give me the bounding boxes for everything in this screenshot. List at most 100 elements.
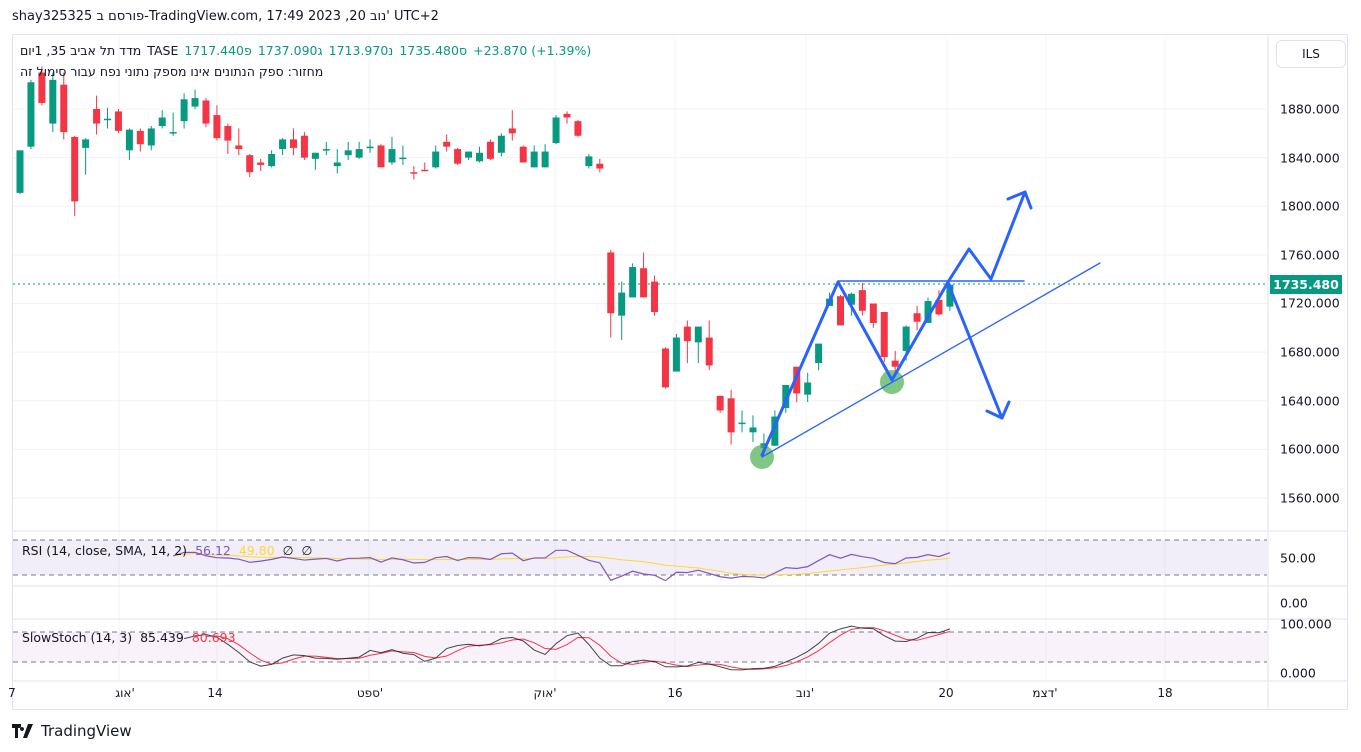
rsi-legend[interactable]: RSI (14, close, SMA, 14, 2) 56.12 49.80 … xyxy=(22,543,312,558)
candle-up xyxy=(344,141,352,161)
candle-down xyxy=(574,119,582,137)
grid xyxy=(13,35,1268,681)
candle-up xyxy=(191,89,199,109)
candle-body xyxy=(913,313,921,322)
candle-body xyxy=(399,157,407,160)
candle-up xyxy=(311,152,319,170)
candle-up xyxy=(694,326,702,364)
candle-up xyxy=(322,141,330,156)
candle-body xyxy=(661,348,669,388)
candle-body xyxy=(465,151,473,158)
candle-down xyxy=(454,147,462,165)
candle-down xyxy=(519,145,527,163)
tradingview-logo: TradingView xyxy=(12,722,132,740)
arrow-up-head xyxy=(1006,190,1033,210)
candle-body xyxy=(136,130,144,145)
candle-up xyxy=(497,133,505,157)
arrow-down-head xyxy=(985,400,1011,420)
stoch-legend[interactable]: SlowStoch (14, 3) 85.439 80.693 xyxy=(22,630,236,645)
candle-up xyxy=(27,79,35,150)
candle-body xyxy=(71,136,79,202)
price-label: 1840.000 xyxy=(1280,150,1340,166)
symbol-name[interactable]: מדד תל אביב 35, 1יום xyxy=(20,43,142,58)
candle-up xyxy=(333,149,341,174)
candle-down xyxy=(563,111,571,124)
candle-down xyxy=(377,144,385,168)
chart-frame xyxy=(12,34,1348,710)
candle-up xyxy=(125,128,133,161)
candle-body xyxy=(268,153,276,167)
candle-body xyxy=(935,299,943,315)
candle-body xyxy=(191,98,199,107)
candle-body xyxy=(629,267,637,298)
time-label: אוג' xyxy=(115,686,135,700)
stoch-title: SlowStoch (14, 3) xyxy=(22,630,133,645)
candle-body xyxy=(716,395,724,411)
price-label: 1640.000 xyxy=(1280,393,1340,409)
price-label: 1880.000 xyxy=(1280,101,1340,117)
candle-body xyxy=(443,141,451,147)
candle-body xyxy=(585,156,593,167)
rsi-empty-value: ∅ xyxy=(301,543,313,558)
candle-body xyxy=(257,162,265,165)
candle-body xyxy=(224,126,232,141)
candle-up xyxy=(530,145,538,168)
candle-down xyxy=(727,389,735,445)
candle-up xyxy=(388,136,396,165)
stoch-k-value: 85.439 xyxy=(140,630,184,645)
candle-down xyxy=(716,395,724,413)
zigzag-path xyxy=(760,190,1027,457)
candle-body xyxy=(366,146,374,149)
candle-up xyxy=(465,151,473,161)
candle-body xyxy=(640,268,648,298)
symbol-legend: מדד תל אביב 35, 1יום TASE פ1717.440 ג173… xyxy=(20,43,591,58)
candle-down xyxy=(290,128,297,156)
candle-body xyxy=(618,292,626,316)
candle-up xyxy=(804,372,812,402)
candle-up xyxy=(475,146,483,163)
price-label: 1800.000 xyxy=(1280,198,1340,214)
candle-body xyxy=(344,150,352,156)
candle-body xyxy=(497,135,505,153)
candle-body xyxy=(596,163,604,169)
candle-body xyxy=(60,84,68,133)
candle-up xyxy=(104,107,112,129)
time-label: 16 xyxy=(667,686,683,700)
time-label: 7 xyxy=(8,686,16,700)
candle-up xyxy=(279,138,287,156)
candle-up xyxy=(749,415,757,443)
current-price-tag: 1735.480 xyxy=(1270,275,1342,294)
candle-up xyxy=(366,139,374,153)
candle-body xyxy=(793,366,801,394)
ohlc-close: ס1735.480 xyxy=(399,43,468,58)
candle-body xyxy=(541,151,549,168)
exchange: TASE xyxy=(147,43,179,58)
candle-body xyxy=(946,284,954,307)
drawings xyxy=(750,190,1101,469)
candle-body xyxy=(27,82,35,147)
currency-button[interactable]: ILS xyxy=(1276,40,1346,68)
arrow-down-path xyxy=(946,281,1004,420)
candle-body xyxy=(114,111,122,131)
candle-body xyxy=(311,152,319,159)
candle-up xyxy=(399,145,407,165)
candle-up xyxy=(815,343,823,371)
rsi-title: RSI (14, close, SMA, 14, 2) xyxy=(22,543,188,558)
candle-down xyxy=(213,105,221,141)
candle-body xyxy=(519,146,527,163)
candle-body xyxy=(782,384,790,409)
candle-down xyxy=(508,110,516,141)
candle-up xyxy=(158,110,166,129)
empty-pane-axis-label: 0.00 xyxy=(1280,595,1308,611)
candle-body xyxy=(104,118,112,121)
tradingview-brand: TradingView xyxy=(41,722,132,740)
candle-up xyxy=(541,144,549,168)
candle-down xyxy=(596,158,604,173)
candle-body xyxy=(672,337,680,372)
candle-body xyxy=(169,132,177,134)
candle-up xyxy=(738,410,746,433)
candle-body xyxy=(213,115,221,139)
candle-body xyxy=(180,99,188,122)
ohlc-high: ג1737.090 xyxy=(257,43,323,58)
